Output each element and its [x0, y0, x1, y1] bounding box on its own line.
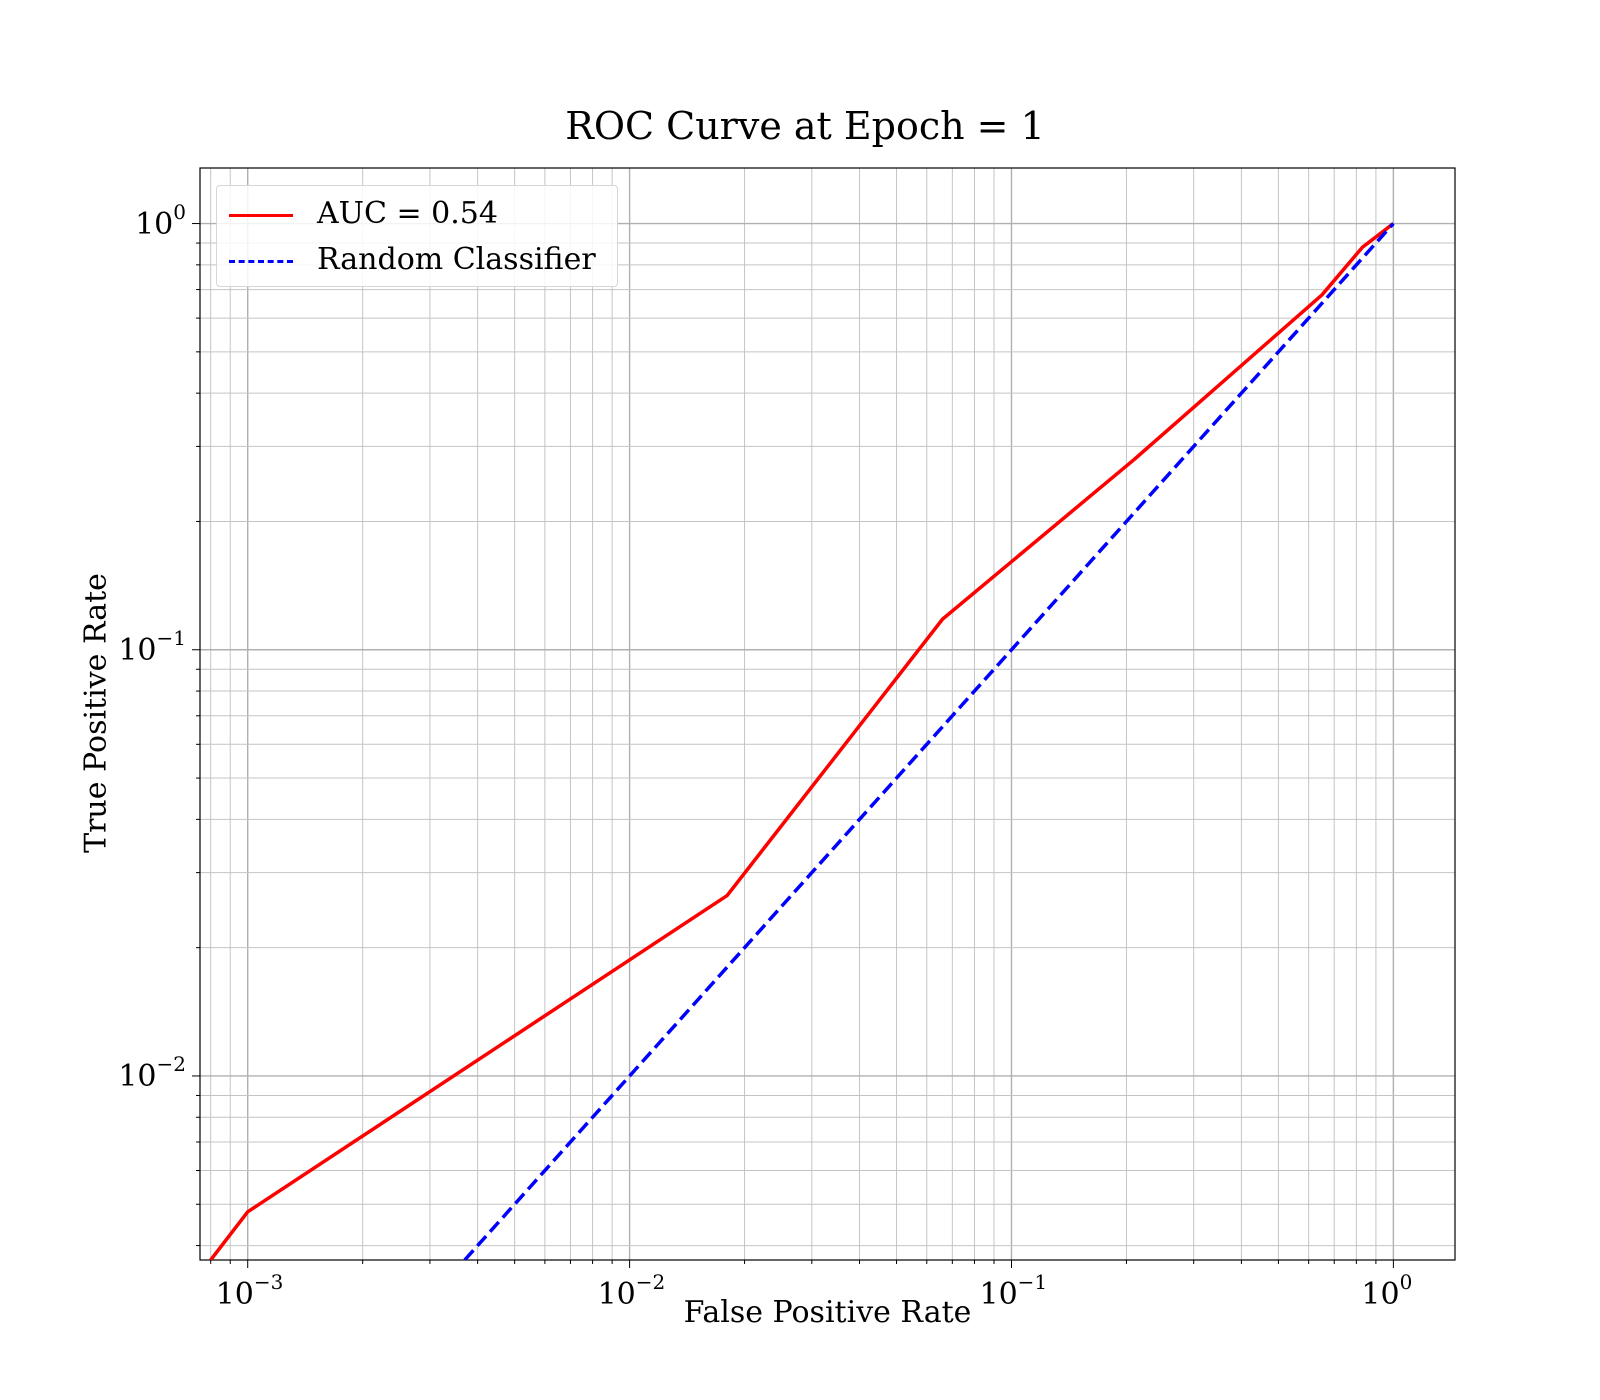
legend-label-random: Random Classifier	[317, 242, 596, 277]
x-axis-label: False Positive Rate	[683, 1295, 972, 1330]
legend-swatch-random	[229, 260, 293, 263]
x-tick-label: 10−3	[215, 1270, 284, 1312]
x-tick-label: 10−2	[597, 1270, 666, 1312]
chart-title: ROC Curve at Epoch = 1	[565, 104, 1045, 148]
legend-item-random: Random Classifier	[217, 242, 617, 282]
plot-area-frame	[199, 167, 1456, 1261]
legend: AUC = 0.54 Random Classifier	[216, 185, 618, 287]
x-tick-label: 100	[1361, 1270, 1413, 1312]
grid	[200, 168, 1455, 1260]
y-tick-label: 10−1	[118, 625, 186, 668]
legend-item-auc: AUC = 0.54	[217, 196, 617, 236]
x-tick-label: 10−1	[979, 1270, 1048, 1312]
legend-label-auc: AUC = 0.54	[317, 196, 498, 231]
random-classifier-line	[463, 222, 1395, 1260]
y-tick-label: 10−2	[118, 1051, 186, 1094]
roc-curve-line	[209, 222, 1395, 1260]
series-lines	[209, 222, 1395, 1260]
tick-marks	[192, 223, 1394, 1268]
legend-swatch-auc	[229, 214, 293, 217]
y-tick-label: 100	[135, 199, 186, 242]
y-axis-label: True Positive Rate	[78, 573, 114, 853]
